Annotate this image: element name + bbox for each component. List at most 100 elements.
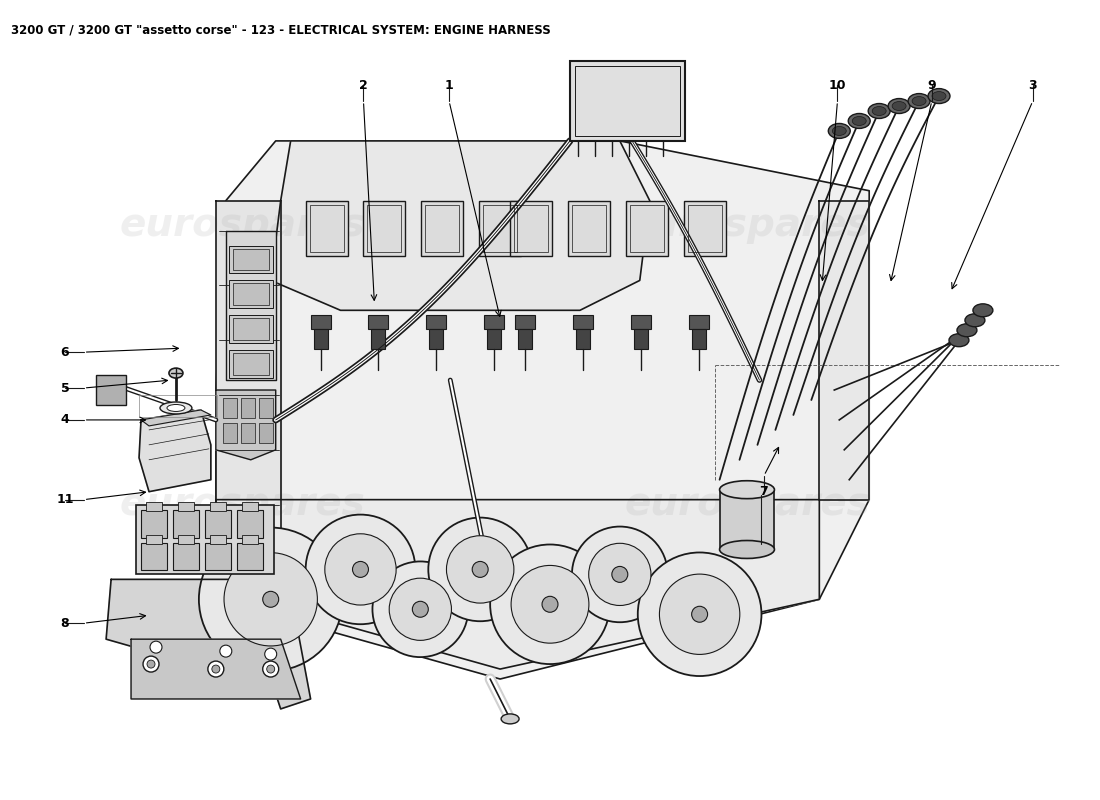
Bar [421, 201, 463, 255]
Bar [229, 281, 273, 308]
Circle shape [373, 562, 469, 657]
Ellipse shape [167, 405, 185, 411]
Circle shape [143, 656, 160, 672]
Bar [136, 505, 274, 574]
Bar [515, 315, 535, 330]
Bar [309, 205, 343, 251]
Bar [487, 330, 502, 349]
Bar [429, 330, 443, 349]
Bar [483, 205, 517, 251]
Bar [514, 205, 548, 251]
Bar [568, 201, 609, 255]
Bar [178, 502, 194, 510]
Text: eurospares: eurospares [120, 485, 365, 522]
Bar [372, 330, 385, 349]
Circle shape [512, 566, 588, 643]
Text: 8: 8 [60, 617, 69, 630]
Polygon shape [106, 579, 310, 709]
Text: 1: 1 [444, 78, 453, 91]
Bar [139, 395, 217, 417]
Polygon shape [271, 141, 650, 310]
Circle shape [263, 661, 278, 677]
Bar [692, 330, 705, 349]
Circle shape [692, 606, 707, 622]
Bar [258, 423, 273, 443]
Bar [173, 542, 199, 570]
Circle shape [208, 661, 223, 677]
Text: eurospares: eurospares [625, 485, 870, 522]
Circle shape [265, 648, 277, 660]
Ellipse shape [892, 102, 906, 110]
Text: eurospares: eurospares [625, 206, 870, 244]
Text: 7: 7 [760, 485, 768, 498]
Circle shape [224, 553, 318, 646]
Bar [233, 249, 268, 270]
Bar [480, 201, 521, 255]
Polygon shape [820, 201, 869, 500]
Polygon shape [141, 410, 211, 426]
Circle shape [659, 574, 740, 654]
Bar [236, 542, 263, 570]
Bar [178, 534, 194, 543]
Circle shape [324, 534, 396, 605]
Bar [236, 510, 263, 538]
Bar [173, 510, 199, 538]
Circle shape [199, 527, 342, 671]
Bar [368, 315, 388, 330]
Bar [229, 246, 273, 274]
Bar [233, 353, 268, 375]
Polygon shape [216, 390, 276, 460]
Ellipse shape [932, 91, 946, 101]
Ellipse shape [909, 94, 929, 109]
Ellipse shape [888, 98, 910, 114]
Bar [426, 205, 459, 251]
Bar [141, 542, 167, 570]
Ellipse shape [965, 314, 985, 326]
Bar [630, 315, 651, 330]
Bar [223, 398, 236, 418]
Bar [141, 510, 167, 538]
Polygon shape [216, 500, 820, 669]
Circle shape [263, 591, 278, 607]
Circle shape [472, 562, 488, 578]
Bar [484, 315, 504, 330]
Bar [427, 315, 447, 330]
Circle shape [352, 562, 368, 578]
Circle shape [428, 518, 532, 622]
Circle shape [150, 641, 162, 653]
Text: 6: 6 [60, 346, 69, 358]
Bar [241, 423, 255, 443]
Bar [363, 201, 406, 255]
Bar [510, 201, 552, 255]
Ellipse shape [972, 304, 993, 317]
Bar [626, 201, 668, 255]
Bar [572, 205, 606, 251]
Ellipse shape [928, 89, 950, 103]
Bar [306, 201, 348, 255]
Polygon shape [216, 201, 280, 590]
Bar [576, 330, 590, 349]
Bar [229, 350, 273, 378]
Text: 10: 10 [828, 78, 846, 91]
Ellipse shape [868, 103, 890, 118]
Bar [96, 375, 126, 405]
Bar [518, 330, 532, 349]
Bar [258, 398, 273, 418]
Bar [314, 330, 328, 349]
Circle shape [572, 526, 668, 622]
Bar [242, 534, 257, 543]
Ellipse shape [169, 368, 183, 378]
Ellipse shape [949, 334, 969, 346]
Bar [630, 205, 663, 251]
Circle shape [588, 543, 651, 606]
Ellipse shape [502, 714, 519, 724]
Text: 9: 9 [927, 78, 936, 91]
Bar [241, 398, 255, 418]
Circle shape [542, 596, 558, 612]
Bar [688, 205, 722, 251]
Bar [689, 315, 708, 330]
Bar [210, 534, 225, 543]
Ellipse shape [828, 123, 850, 138]
Bar [223, 423, 236, 443]
Bar [719, 490, 774, 550]
